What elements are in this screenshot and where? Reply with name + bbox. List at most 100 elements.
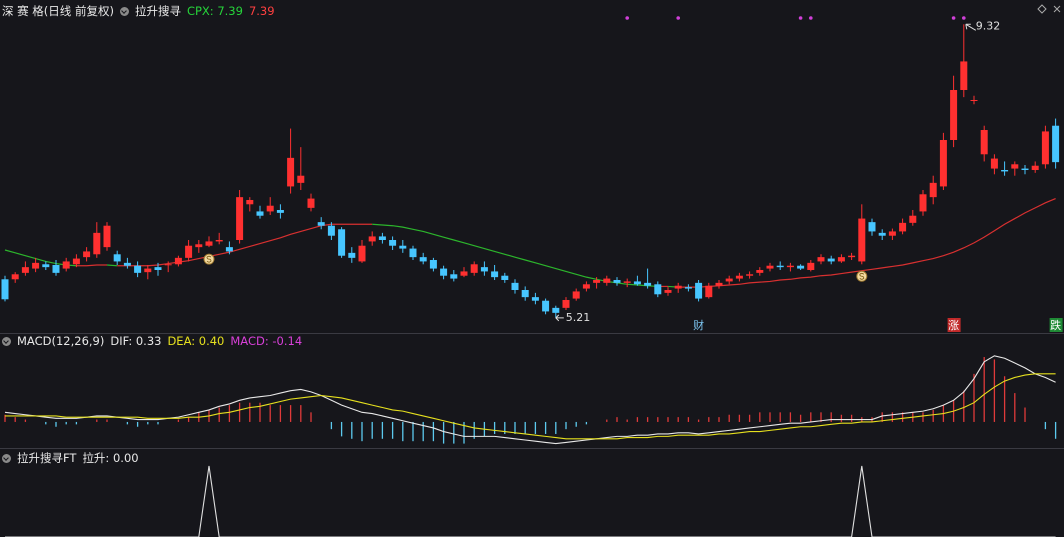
ft-header: 拉升搜寻FT 拉升: 0.00	[2, 450, 139, 466]
signal-dot	[962, 16, 966, 20]
legend-entry: 拉升: 0.00	[82, 451, 139, 465]
candle-body	[572, 291, 580, 299]
candle-body	[939, 140, 947, 187]
candle-body	[531, 297, 539, 301]
candle-body	[62, 261, 70, 269]
candle-body	[848, 255, 856, 258]
candle-body	[715, 282, 723, 286]
indicator-name: 拉升搜寻	[134, 4, 181, 18]
legend-entry: DEA: 0.40	[167, 334, 225, 348]
candle-body	[664, 290, 672, 293]
legend-entry: MACD: -0.14	[230, 334, 303, 348]
candle-body	[888, 231, 896, 236]
candle-body	[786, 265, 794, 268]
candle-body	[633, 281, 641, 285]
candle-body	[144, 268, 152, 273]
macd-header: MACD(12,26,9) DIF: 0.33 DEA: 0.40 MACD: …	[2, 334, 302, 348]
candle-body	[276, 210, 284, 213]
candle-body	[817, 257, 825, 262]
candle-body	[644, 282, 652, 286]
candle-body	[582, 284, 590, 289]
candle-body	[52, 265, 60, 273]
close-button[interactable]	[1053, 5, 1061, 13]
candle-body	[103, 225, 111, 248]
candle-body	[205, 241, 213, 246]
candle-body	[837, 257, 845, 262]
candle-body	[470, 264, 478, 273]
candle-body	[593, 280, 601, 283]
candle-body	[858, 218, 866, 262]
annotation-arrow	[965, 23, 977, 31]
candle-body	[695, 282, 703, 299]
candle-body	[21, 267, 29, 273]
candle-body	[868, 222, 876, 232]
candle-body	[746, 274, 754, 276]
signal-line	[5, 465, 1056, 537]
candle-body	[164, 264, 172, 266]
candle-body	[399, 245, 407, 249]
macd-line	[4, 355, 1056, 445]
candle-body	[491, 271, 499, 278]
candle-body	[450, 274, 458, 279]
candle-body	[960, 61, 968, 90]
chart-title: 深 赛 格(日线 前复权)	[2, 4, 114, 18]
candle-body	[899, 222, 907, 232]
candle-body	[909, 215, 917, 223]
candle-body	[429, 260, 437, 269]
candle-body	[195, 244, 203, 248]
candle-body	[552, 307, 560, 313]
event-label: 跌	[1050, 318, 1061, 332]
candle-body	[348, 252, 356, 258]
candle-body	[1041, 131, 1049, 165]
candle-body	[1011, 164, 1019, 169]
candle-body	[756, 270, 764, 273]
collapse-icon[interactable]	[119, 6, 129, 16]
candle-body	[603, 278, 611, 283]
signal-dot	[809, 16, 813, 20]
candle-body	[1031, 165, 1039, 170]
candle-body	[919, 194, 927, 212]
candle-body	[766, 265, 774, 269]
candle-body	[1052, 125, 1060, 163]
candle-body	[521, 290, 529, 298]
window-button[interactable]	[1037, 4, 1047, 14]
signal-dot	[625, 16, 629, 20]
candle-body	[42, 264, 50, 268]
annotation-arrow	[555, 314, 564, 322]
candle-body	[419, 257, 427, 262]
indicator-line	[106, 264, 118, 267]
indicator-line	[117, 223, 373, 267]
candle-body	[83, 251, 91, 258]
candle-body	[134, 265, 142, 273]
candle-body	[511, 282, 519, 290]
candle-body	[287, 157, 295, 187]
candle-body	[327, 225, 335, 236]
candle-body	[409, 248, 417, 258]
indicator-value: CPX: 7.39	[186, 4, 243, 18]
candle-body	[797, 265, 805, 269]
candle-body	[32, 262, 40, 269]
macd-line	[5, 373, 1056, 440]
candle-body	[338, 229, 346, 256]
candle-body	[185, 245, 193, 258]
candle-body	[542, 300, 550, 312]
event-badge	[947, 318, 961, 332]
candle-body	[613, 280, 621, 283]
candle-body	[440, 268, 448, 276]
legend-entry: DIF: 0.33	[110, 334, 162, 348]
candle-body	[1, 279, 9, 300]
candle-body	[307, 198, 315, 208]
price-header: 深 赛 格(日线 前复权) 拉升搜寻 CPX: 7.39 7.39	[2, 3, 275, 19]
panel-title: 拉升搜寻FT	[17, 451, 77, 465]
signal-dot	[676, 16, 680, 20]
candle-body	[1021, 168, 1029, 170]
candle-body	[674, 285, 682, 289]
candle-body	[501, 275, 509, 280]
candle-body	[776, 265, 784, 268]
candle-body	[980, 130, 988, 155]
collapse-icon[interactable]	[2, 336, 11, 346]
candle-body	[113, 254, 121, 262]
collapse-icon[interactable]	[2, 453, 11, 463]
candle-body	[827, 258, 835, 262]
